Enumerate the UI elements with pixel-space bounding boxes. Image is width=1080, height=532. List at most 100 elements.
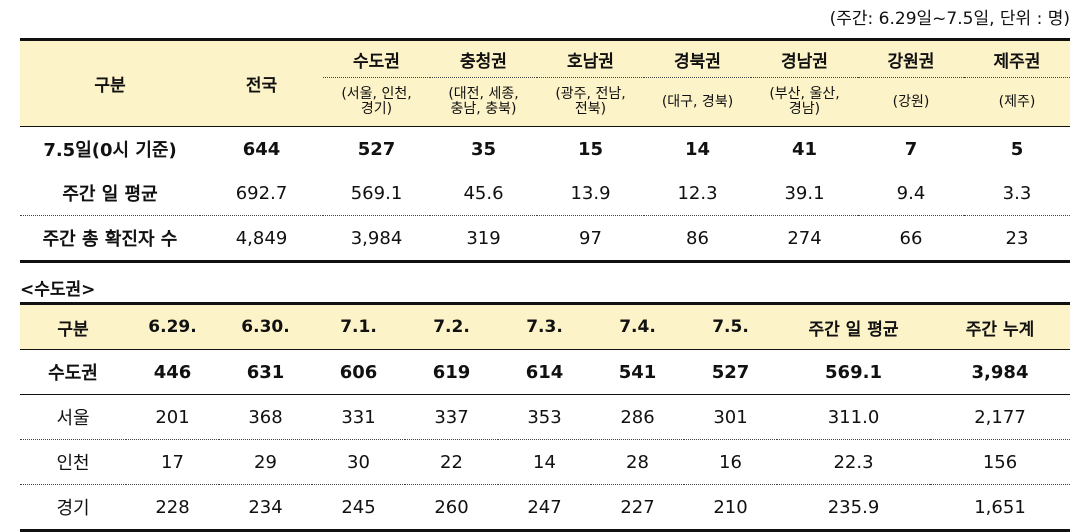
header-cell: 7.4. [591, 303, 684, 350]
cell-value: 274 [787, 227, 822, 249]
cell-value: 23 [1005, 227, 1029, 249]
cell-value: 527 [357, 138, 396, 160]
header-national: 전국 [200, 39, 323, 127]
cell-value: 3,984 [930, 349, 1070, 395]
cell-value: 311.0 [777, 394, 930, 440]
cell-value: 569.1 [777, 349, 930, 395]
header-region: 충청권 [430, 39, 537, 78]
cell-value: 541 [591, 349, 684, 395]
cell-value: 4,849 [235, 227, 288, 249]
regional-summary-table: 구분 전국 수도권 충청권 호남권 경북권 경남권 강원권 제주권 (서울, 인… [20, 38, 1070, 263]
header-cell: 구분 [20, 303, 126, 350]
table-row: 경기 228 234 245 260 247 227 210 235.9 1,6… [20, 484, 1070, 532]
table-row: 서울 201 368 331 337 353 286 301 311.0 2,1… [20, 394, 1070, 440]
header-region-sub: (대구, 경북) [644, 77, 751, 127]
table-row: 수도권 446 631 606 619 614 541 527 569.1 3,… [20, 349, 1070, 395]
cell-value: 14 [684, 138, 711, 160]
cell-value: 210 [684, 484, 777, 532]
cell-value: 201 [126, 394, 219, 440]
header-cell: 7.1. [312, 303, 405, 350]
cell-value: 1,651 [930, 484, 1070, 532]
table-row: 주간 일 평균 692.7 569.1 45.6 13.9 12.3 39.1 … [20, 171, 1070, 216]
cell-value: 301 [684, 394, 777, 440]
header-cell: 7.5. [684, 303, 777, 350]
cell-value: 30 [312, 439, 405, 485]
header-cell: 주간 누계 [930, 303, 1070, 350]
header-region: 호남권 [537, 39, 644, 78]
cell-value: 631 [219, 349, 312, 395]
cell-value: 35 [470, 138, 497, 160]
cell-value: 2,177 [930, 394, 1070, 440]
cell-value: 22.3 [777, 439, 930, 485]
header-region: 제주권 [964, 39, 1070, 78]
header-region: 경북권 [644, 39, 751, 78]
cell-value: 14 [498, 439, 591, 485]
table-row: 인천 17 29 30 22 14 28 16 22.3 156 [20, 439, 1070, 485]
cell-value: 39.1 [751, 171, 858, 216]
cell-value: 644 [242, 138, 281, 160]
header-region-sub: (부산, 울산, 경남) [751, 77, 858, 127]
cell-value: 228 [126, 484, 219, 532]
row-label: 7.5일(0시 기준) [43, 140, 177, 161]
cell-value: 41 [791, 138, 818, 160]
cell-value: 235.9 [777, 484, 930, 532]
cell-value: 9.4 [858, 171, 964, 216]
table-row: 7.5일(0시 기준) 644 527 35 15 14 41 7 5 [20, 126, 1070, 172]
cell-value: 156 [930, 439, 1070, 485]
header-region-sub: (광주, 전남, 전북) [537, 77, 644, 127]
cell-value: 234 [219, 484, 312, 532]
cell-value: 5 [1010, 138, 1024, 160]
section-label: <수도권> [20, 280, 96, 300]
cell-value: 3.3 [964, 171, 1070, 216]
row-label: 주간 총 확진자 수 [42, 229, 178, 250]
cell-value: 247 [498, 484, 591, 532]
header-region: 강원권 [858, 39, 964, 78]
cell-value: 16 [684, 439, 777, 485]
header-cell: 6.30. [219, 303, 312, 350]
header-cell: 7.2. [405, 303, 498, 350]
cell-value: 331 [312, 394, 405, 440]
cell-value: 227 [591, 484, 684, 532]
row-label: 주간 일 평균 [20, 171, 200, 216]
header-region: 수도권 [323, 39, 430, 78]
table-row: 주간 총 확진자 수 4,849 3,984 319 97 86 274 66 … [20, 216, 1070, 262]
cell-value: 12.3 [644, 171, 751, 216]
cell-value: 45.6 [430, 171, 537, 216]
cell-value: 353 [498, 394, 591, 440]
header-region-sub: (강원) [858, 77, 964, 127]
header-region: 경남권 [751, 39, 858, 78]
cell-value: 569.1 [323, 171, 430, 216]
cell-value: 368 [219, 394, 312, 440]
cell-value: 260 [405, 484, 498, 532]
cell-value: 245 [312, 484, 405, 532]
cell-value: 66 [899, 227, 923, 249]
cell-value: 319 [466, 227, 501, 249]
header-region-sub: (대전, 세종, 충남, 충북) [430, 77, 537, 127]
header-region-sub: (서울, 인천, 경기) [323, 77, 430, 127]
cell-value: 3,984 [350, 227, 403, 249]
row-label: 경기 [20, 484, 126, 532]
row-label: 서울 [20, 394, 126, 440]
cell-value: 614 [498, 349, 591, 395]
header-cell: 7.3. [498, 303, 591, 350]
cell-value: 17 [126, 439, 219, 485]
row-label: 인천 [20, 439, 126, 485]
cell-value: 86 [686, 227, 709, 249]
cell-value: 606 [312, 349, 405, 395]
header-cell: 6.29. [126, 303, 219, 350]
table-header-row: 구분 6.29. 6.30. 7.1. 7.2. 7.3. 7.4. 7.5. … [20, 303, 1070, 350]
cell-value: 619 [405, 349, 498, 395]
cell-value: 7 [904, 138, 918, 160]
header-cell: 주간 일 평균 [777, 303, 930, 350]
row-label: 수도권 [20, 349, 126, 395]
cell-value: 286 [591, 394, 684, 440]
cell-value: 97 [579, 227, 602, 249]
header-region-sub: (제주) [964, 77, 1070, 127]
cell-value: 28 [591, 439, 684, 485]
cell-value: 446 [126, 349, 219, 395]
cell-value: 13.9 [537, 171, 644, 216]
capital-region-table: 구분 6.29. 6.30. 7.1. 7.2. 7.3. 7.4. 7.5. … [20, 302, 1070, 532]
cell-value: 29 [219, 439, 312, 485]
cell-value: 337 [405, 394, 498, 440]
cell-value: 22 [405, 439, 498, 485]
